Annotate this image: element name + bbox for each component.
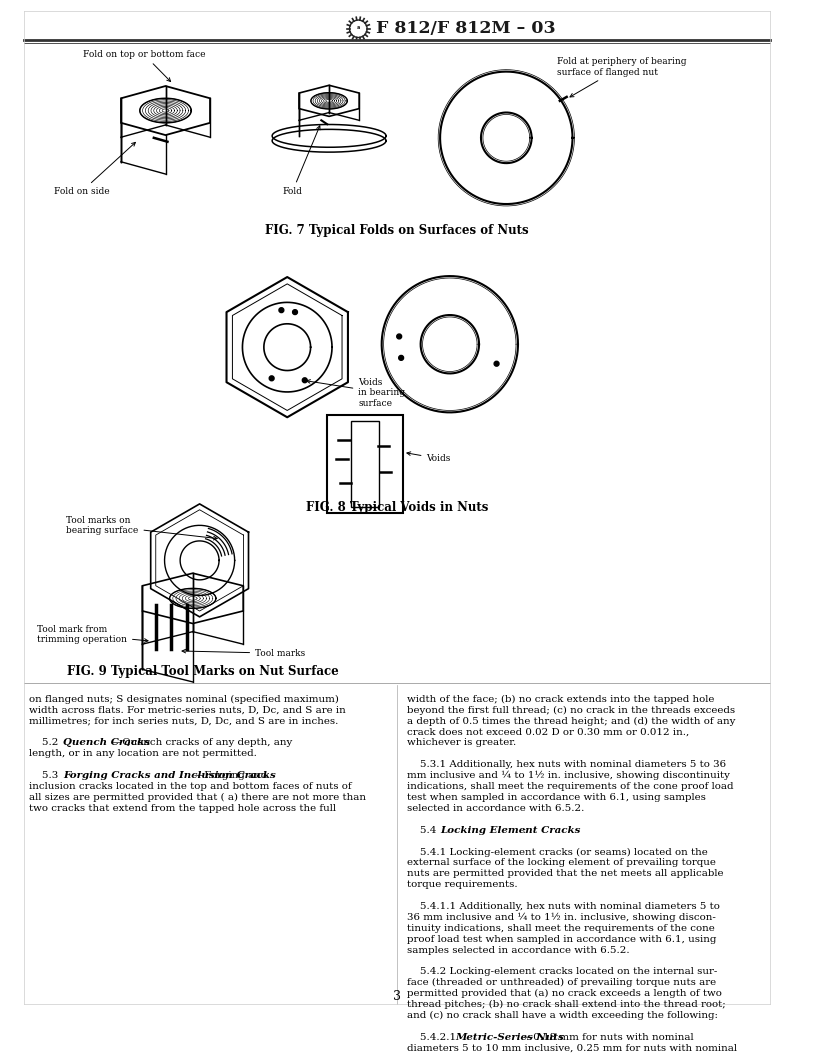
Text: millimetres; for inch series nuts, D, Dc, and S are in inches.: millimetres; for inch series nuts, D, Dc… <box>29 717 339 725</box>
Text: thread pitches; (b) no crack shall extend into the thread root;: thread pitches; (b) no crack shall exten… <box>407 1000 725 1010</box>
Text: Metric-Series Nuts: Metric-Series Nuts <box>455 1033 565 1042</box>
Text: external surface of the locking element of prevailing torque: external surface of the locking element … <box>407 859 716 867</box>
Text: 5.3.1 Additionally, hex nuts with nominal diameters 5 to 36: 5.3.1 Additionally, hex nuts with nomina… <box>407 760 726 769</box>
Text: F 812/F 812M – 03: F 812/F 812M – 03 <box>376 20 556 37</box>
Circle shape <box>279 307 284 313</box>
Text: all sizes are permitted provided that ( a) there are not more than: all sizes are permitted provided that ( … <box>29 793 366 802</box>
Circle shape <box>293 309 298 315</box>
Text: 5.4.2 Locking-element cracks located on the internal sur-: 5.4.2 Locking-element cracks located on … <box>407 967 717 977</box>
Text: crack does not exceed 0.02 D or 0.30 mm or 0.012 in.,: crack does not exceed 0.02 D or 0.30 mm … <box>407 728 690 736</box>
Text: Voids: Voids <box>407 452 450 464</box>
Text: Locking Element Cracks: Locking Element Cracks <box>441 826 581 834</box>
Text: Fold on side: Fold on side <box>54 143 135 196</box>
Text: whichever is greater.: whichever is greater. <box>407 738 517 748</box>
Text: indications, shall meet the requirements of the cone proof load: indications, shall meet the requirements… <box>407 782 734 791</box>
Text: FIG. 7 Typical Folds on Surfaces of Nuts: FIG. 7 Typical Folds on Surfaces of Nuts <box>265 224 529 237</box>
Text: Voids
in bearing
surface: Voids in bearing surface <box>307 378 406 408</box>
Circle shape <box>349 20 367 38</box>
Text: samples selected in accordance with 6.5.2.: samples selected in accordance with 6.5.… <box>407 945 630 955</box>
Text: diameters 5 to 10 mm inclusive, 0.25 mm for nuts with nominal: diameters 5 to 10 mm inclusive, 0.25 mm … <box>407 1043 737 1053</box>
Text: proof load test when sampled in accordance with 6.1, using: proof load test when sampled in accordan… <box>407 935 716 944</box>
Text: 5.4.1 Locking-element cracks (or seams) located on the: 5.4.1 Locking-element cracks (or seams) … <box>407 847 707 856</box>
Circle shape <box>302 378 307 382</box>
Text: on flanged nuts; S designates nominal (specified maximum): on flanged nuts; S designates nominal (s… <box>29 695 339 704</box>
Text: Tool marks: Tool marks <box>182 648 305 658</box>
Text: 5.4.1.1 Additionally, hex nuts with nominal diameters 5 to: 5.4.1.1 Additionally, hex nuts with nomi… <box>407 902 720 911</box>
Text: :: : <box>523 826 526 834</box>
Circle shape <box>269 376 274 381</box>
Text: Fold on top or bottom face: Fold on top or bottom face <box>82 50 206 81</box>
Text: width across flats. For metric-series nuts, D, Dc, and S are in: width across flats. For metric-series nu… <box>29 705 346 715</box>
Text: tinuity indications, shall meet the requirements of the cone: tinuity indications, shall meet the requ… <box>407 924 715 932</box>
Text: and (c) no crack shall have a width exceeding the following:: and (c) no crack shall have a width exce… <box>407 1011 718 1020</box>
Bar <box>352 421 379 507</box>
Text: nuts are permitted provided that the net meets all applicable: nuts are permitted provided that the net… <box>407 869 724 879</box>
Text: 5.2: 5.2 <box>29 738 65 748</box>
Text: mm inclusive and ¼ to 1½ in. inclusive, showing discontinuity: mm inclusive and ¼ to 1½ in. inclusive, … <box>407 771 730 780</box>
Text: beyond the first full thread; (c) no crack in the threads exceeds: beyond the first full thread; (c) no cra… <box>407 705 735 715</box>
Text: Forging Cracks and Inclusion Cracks: Forging Cracks and Inclusion Cracks <box>63 771 276 780</box>
Text: 5.3: 5.3 <box>29 771 65 780</box>
Text: —Forging and: —Forging and <box>194 771 268 780</box>
Text: —0.18 mm for nuts with nominal: —0.18 mm for nuts with nominal <box>523 1033 694 1042</box>
Text: Fold at periphery of bearing
surface of flanged nut: Fold at periphery of bearing surface of … <box>557 57 686 97</box>
Text: FIG. 9 Typical Tool Marks on Nut Surface: FIG. 9 Typical Tool Marks on Nut Surface <box>67 665 339 678</box>
Text: —Quench cracks of any depth, any: —Quench cracks of any depth, any <box>112 738 292 748</box>
Bar <box>327 415 403 512</box>
Text: inclusion cracks located in the top and bottom faces of nuts of: inclusion cracks located in the top and … <box>29 782 352 791</box>
Text: 3: 3 <box>393 991 401 1003</box>
Text: FIG. 8 Typical Voids in Nuts: FIG. 8 Typical Voids in Nuts <box>306 502 489 514</box>
Text: Tool mark from
trimming operation: Tool mark from trimming operation <box>37 625 148 644</box>
Text: a: a <box>357 25 360 31</box>
Text: selected in accordance with 6.5.2.: selected in accordance with 6.5.2. <box>407 804 584 813</box>
Text: length, or in any location are not permitted.: length, or in any location are not permi… <box>29 750 257 758</box>
Text: 5.4.2.1: 5.4.2.1 <box>407 1033 463 1042</box>
Text: torque requirements.: torque requirements. <box>407 880 517 889</box>
Text: test when sampled in accordance with 6.1, using samples: test when sampled in accordance with 6.1… <box>407 793 706 802</box>
Circle shape <box>397 334 401 339</box>
Text: permitted provided that (a) no crack exceeds a length of two: permitted provided that (a) no crack exc… <box>407 989 722 998</box>
Text: face (threaded or unthreaded) of prevailing torque nuts are: face (threaded or unthreaded) of prevail… <box>407 978 716 987</box>
Text: Fold: Fold <box>282 126 320 196</box>
Text: width of the face; (b) no crack extends into the tapped hole: width of the face; (b) no crack extends … <box>407 695 714 704</box>
Text: two cracks that extend from the tapped hole across the full: two cracks that extend from the tapped h… <box>29 804 336 813</box>
Text: 5.4: 5.4 <box>407 826 443 834</box>
Text: Tool marks on
bearing surface: Tool marks on bearing surface <box>66 515 217 540</box>
Circle shape <box>399 356 404 360</box>
Circle shape <box>494 361 499 366</box>
Text: 36 mm inclusive and ¼ to 1½ in. inclusive, showing discon-: 36 mm inclusive and ¼ to 1½ in. inclusiv… <box>407 912 716 922</box>
Text: a depth of 0.5 times the thread height; and (d) the width of any: a depth of 0.5 times the thread height; … <box>407 717 735 725</box>
Text: Quench Cracks: Quench Cracks <box>63 738 150 748</box>
